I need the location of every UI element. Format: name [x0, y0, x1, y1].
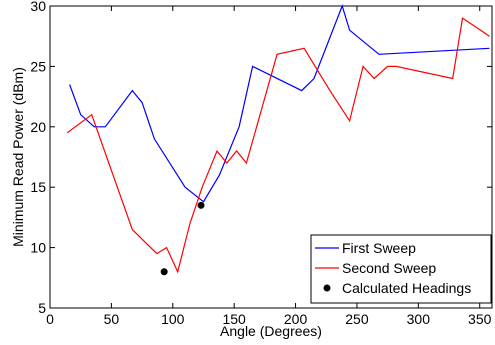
x-tick-label: 0 [46, 311, 54, 327]
heading-point [160, 268, 168, 276]
legend: First Sweep Second Sweep Calculated Headin… [310, 234, 492, 304]
heading-point [197, 201, 205, 209]
ticks-layer: 0 50 100 150 200 250 300 350 5 10 15 20 25 30 [30, 0, 492, 327]
x-tick-label: 150 [222, 311, 246, 327]
x-tick-label: 200 [284, 311, 308, 327]
y-axis-label: Minimum Read Power (dBm) [10, 67, 26, 247]
x-axis-label: Angle (Degrees) [220, 323, 322, 339]
legend-label: Second Sweep [342, 260, 436, 276]
series-line-1 [69, 4, 490, 203]
y-tick-label: 25 [30, 58, 46, 74]
y-tick-label: 30 [30, 0, 46, 14]
y-tick-label: 10 [30, 240, 46, 256]
series-line-2 [66, 17, 490, 274]
x-tick-label: 50 [104, 311, 120, 327]
series-layer [66, 4, 490, 276]
y-tick-label: 15 [30, 179, 46, 195]
legend-label: Calculated Headings [342, 280, 471, 296]
legend-box [310, 234, 492, 304]
y-tick-label: 20 [30, 119, 46, 135]
legend-swatch-marker [323, 284, 331, 292]
x-tick-label: 300 [407, 311, 431, 327]
x-tick-label: 250 [345, 311, 369, 327]
x-tick-label: 100 [161, 311, 185, 327]
y-tick-label: 5 [38, 300, 46, 316]
legend-label: First Sweep [342, 240, 416, 256]
x-tick-label: 350 [468, 311, 492, 327]
